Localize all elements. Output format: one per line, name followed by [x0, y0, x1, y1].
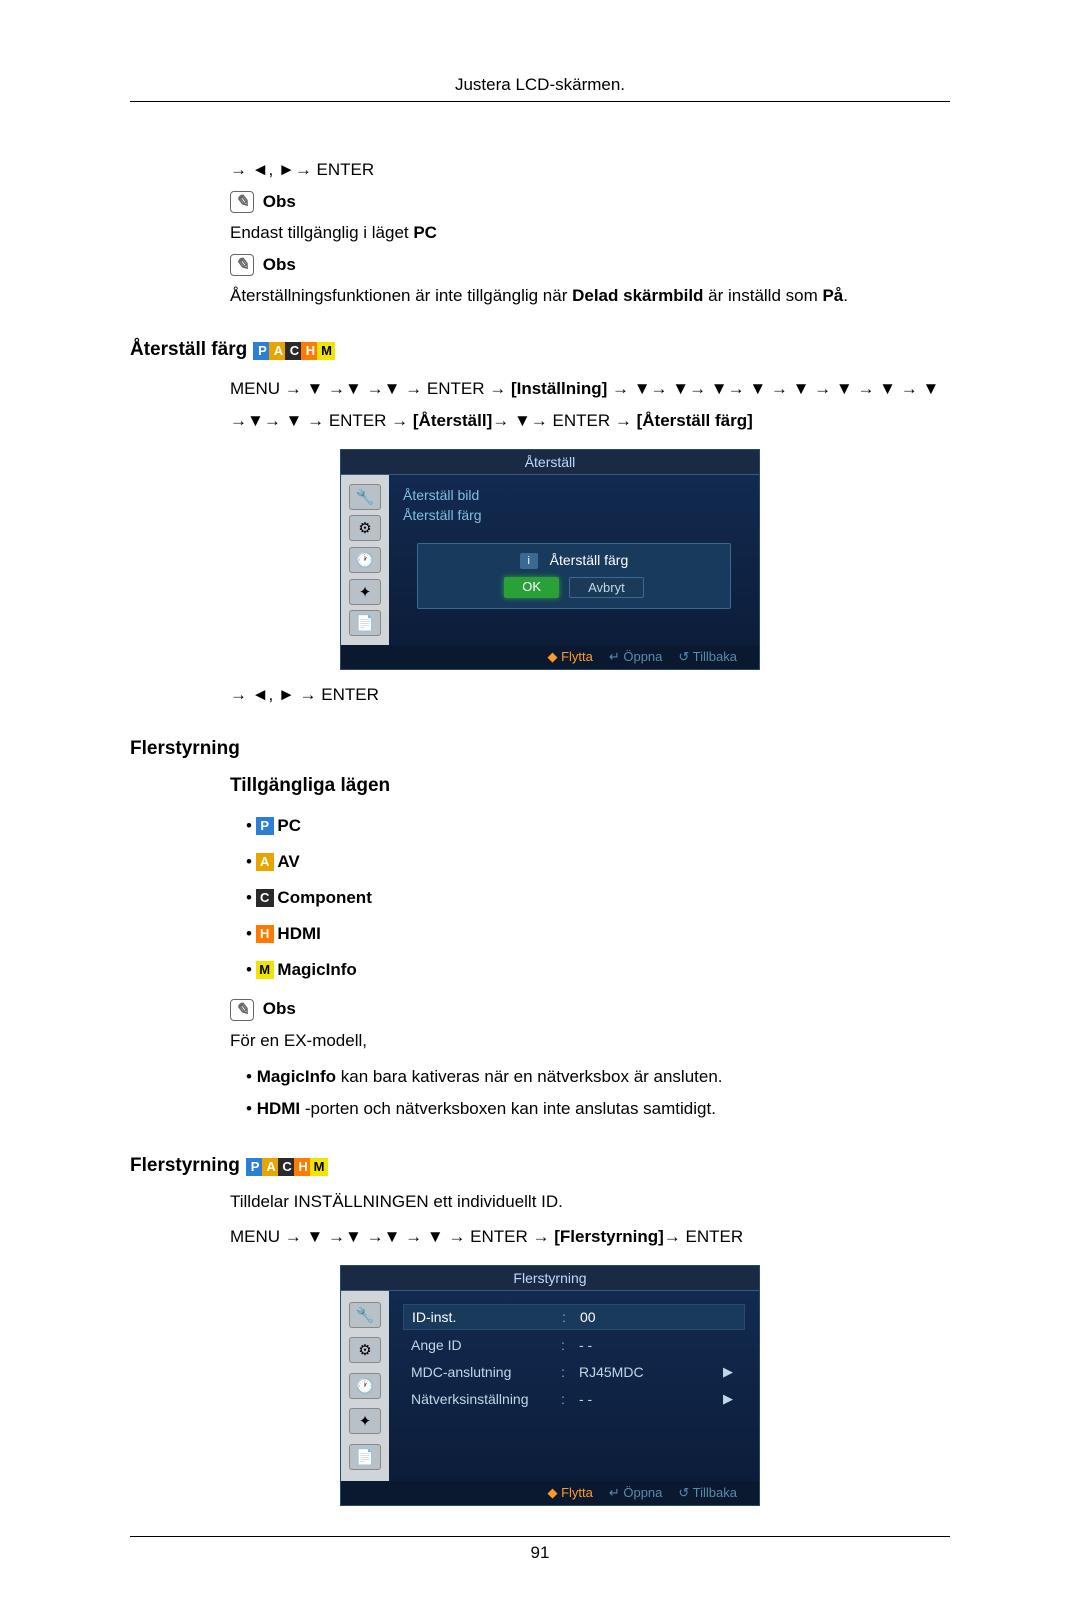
obs-row-2: ✎ Obs [230, 252, 950, 278]
mode-item-av: A AV [246, 844, 950, 880]
osd-title: Flerstyrning [341, 1266, 759, 1291]
section-reset-color: Återställ färg PACHM [30, 339, 950, 361]
footer-rule [130, 1536, 950, 1537]
pc-only-line: Endast tillgänglig i läget PC [230, 220, 950, 246]
osd-table-row[interactable]: Ange ID:- - [403, 1333, 745, 1357]
reset-warning: Återställningsfunktionen är inte tillgän… [230, 283, 950, 309]
osd-footer: ◆ Flytta ↵ Öppna ↺ Tillbaka [341, 645, 759, 669]
info-icon: i [520, 553, 538, 569]
note-item: MagicInfo kan bara kativeras när en nätv… [246, 1061, 950, 1093]
osd-footer-item: ↵ Öppna [609, 649, 663, 664]
section-multi-control-2: Flerstyrning PACHM [30, 1155, 950, 1177]
mode-item-pc: P PC [246, 808, 950, 844]
ex-model-line: För en EX-modell, [230, 1028, 950, 1054]
header-rule [130, 101, 950, 102]
multi-desc: Tilldelar INSTÄLLNINGEN ett individuellt… [230, 1189, 950, 1215]
osd-reset-dialog: Återställ 🔧 ⚙ 🕐 ✦ 📄 Återställ bild Åters… [340, 449, 760, 670]
mode-badge-p: P [256, 817, 274, 835]
rail-icon: 🔧 [349, 484, 381, 510]
rail-icon: 🕐 [349, 547, 381, 573]
nav-multi: MENU → ▼ →▼ →▼ → ▼ → ENTER → [Flerstyrni… [230, 1221, 950, 1253]
osd-table-row[interactable]: MDC-anslutning:RJ45MDC▶ [403, 1360, 745, 1384]
rail-icon: ⚙ [349, 515, 381, 541]
osd-footer: ◆ Flytta ↵ Öppna ↺ Tillbaka [341, 1481, 759, 1505]
rail-icon: 📄 [349, 1444, 381, 1470]
mode-badge-m: M [317, 342, 335, 360]
osd-row: Återställ färg [403, 505, 745, 525]
nav-intro: → ◄, ►→ ENTER [230, 157, 950, 183]
note-icon: ✎ [230, 191, 254, 213]
osd-footer-item: ↵ Öppna [609, 1485, 663, 1500]
osd-title: Återställ [341, 450, 759, 475]
osd-table-row[interactable]: ID-inst.:00 [403, 1304, 745, 1330]
ok-button[interactable]: OK [504, 577, 559, 598]
obs-row: ✎ Obs [230, 189, 950, 215]
osd-footer-item: ↺ Tillbaka [678, 1485, 737, 1500]
modes-list: P PCA AVC ComponentH HDMIM MagicInfo [230, 808, 950, 988]
page-number: 91 [130, 1543, 950, 1563]
osd-footer-item: ◆ Flytta [547, 1485, 592, 1500]
mode-badge-c: C [256, 889, 274, 907]
note-icon: ✎ [230, 254, 254, 276]
osd-row: Återställ bild [403, 485, 745, 505]
rail-icon: ✦ [349, 1408, 381, 1434]
rail-icon: ✦ [349, 579, 381, 605]
obs-row-3: ✎ Obs [230, 996, 950, 1022]
mode-badge-a: A [256, 853, 274, 871]
nav-after-osd: → ◄, ► → ENTER [230, 682, 950, 708]
rail-icon: ⚙ [349, 1337, 381, 1363]
mode-item-hdmi: H HDMI [246, 916, 950, 952]
osd-footer-item: ↺ Tillbaka [678, 649, 737, 664]
mode-badge-m: M [256, 961, 274, 979]
note-item: HDMI -porten och nätverksboxen kan inte … [246, 1093, 950, 1125]
available-modes-title: Tillgängliga lägen [230, 772, 950, 801]
section-multi-control: Flerstyrning [30, 738, 950, 760]
mode-item-magicinfo: M MagicInfo [246, 952, 950, 988]
cancel-button[interactable]: Avbryt [569, 577, 644, 598]
mode-badge-m: M [310, 1158, 328, 1176]
osd-rail: 🔧 ⚙ 🕐 ✦ 📄 [341, 1291, 389, 1481]
rail-icon: 📄 [349, 610, 381, 636]
osd-table-row[interactable]: Nätverksinställning:- -▶ [403, 1387, 745, 1411]
nav-reset-color: MENU → ▼ →▼ →▼ → ENTER → [Inställning] →… [230, 373, 950, 438]
osd-footer-item: ◆ Flytta [547, 649, 592, 664]
osd-multi-control: Flerstyrning 🔧 ⚙ 🕐 ✦ 📄 ID-inst.:00 Ange I… [340, 1265, 760, 1506]
confirm-dialog: i Återställ färg OK Avbryt [417, 543, 731, 609]
osd-rail: 🔧 ⚙ 🕐 ✦ 📄 [341, 475, 389, 645]
rail-icon: 🕐 [349, 1373, 381, 1399]
rail-icon: 🔧 [349, 1302, 381, 1328]
note-icon: ✎ [230, 999, 254, 1021]
page-header: Justera LCD-skärmen. [130, 75, 950, 95]
notes-list: MagicInfo kan bara kativeras när en nätv… [230, 1061, 950, 1125]
mode-badge-h: H [256, 925, 274, 943]
mode-item-component: C Component [246, 880, 950, 916]
